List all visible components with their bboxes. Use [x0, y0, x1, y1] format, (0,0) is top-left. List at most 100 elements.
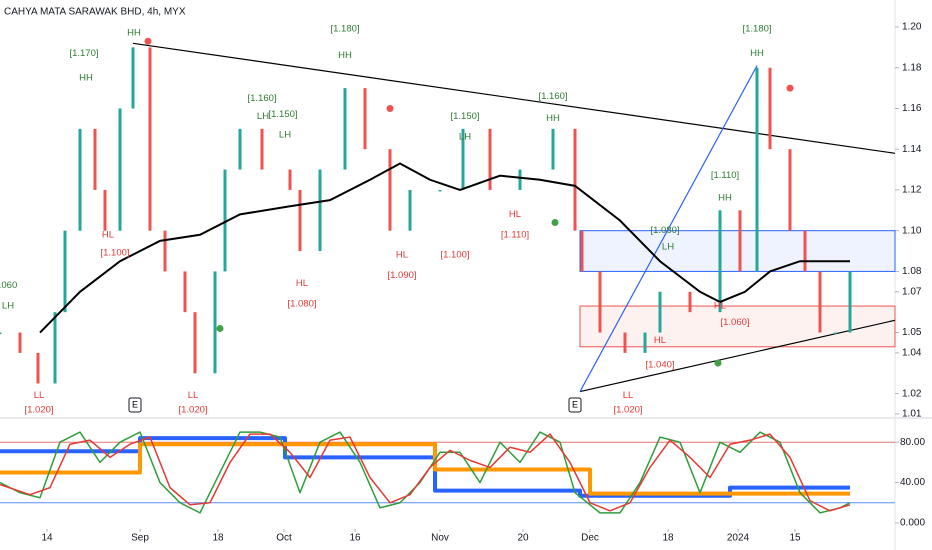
price-bar [288, 169, 292, 190]
signal-dot [786, 84, 794, 92]
price-bar [103, 189, 107, 231]
price-bar [131, 47, 135, 109]
price-bar [148, 47, 152, 231]
price-bar [738, 210, 742, 272]
annotation: HH [750, 48, 764, 59]
price-bar [183, 271, 187, 313]
price-bar [18, 332, 22, 353]
annotation: LH [279, 129, 291, 140]
annotation: HH [127, 28, 141, 39]
price-bar [163, 230, 167, 272]
x-tick-label: Oct [276, 533, 292, 544]
y-tick-label: 1.02 [902, 388, 922, 399]
price-bar [193, 312, 197, 374]
annotation: [1.020] [178, 404, 207, 415]
price-bar [718, 210, 722, 313]
zone [579, 305, 896, 348]
y-tick-label: 1.07 [902, 286, 922, 297]
price-bar [833, 332, 837, 335]
annotation: [1.090] [387, 270, 416, 281]
x-tick-label: 2024 [727, 533, 750, 544]
price-bar [78, 128, 82, 231]
annotation: LL [623, 390, 634, 401]
signal-dot [386, 104, 394, 112]
annotation: [1.170] [69, 48, 98, 59]
annotation: [1.080] [287, 299, 316, 310]
annotation: [1.160] [538, 91, 567, 102]
y-tick-label: 1.01 [902, 409, 922, 420]
oscillator-line [0, 442, 850, 496]
price-bar [755, 67, 759, 272]
price-bar [643, 332, 647, 353]
annotation: LH [2, 301, 14, 312]
price-bar [461, 128, 465, 190]
signal-dot [216, 324, 224, 332]
annotation: [1.020] [613, 404, 642, 415]
y-tick-label: 1.16 [902, 103, 922, 114]
x-tick-label: 14 [41, 533, 53, 544]
annotation: [1.180] [742, 24, 771, 35]
annotation: [1.110] [501, 229, 529, 240]
price-bar [343, 88, 347, 170]
annotation: HL [654, 335, 666, 346]
y-tick-label: 1.20 [902, 22, 922, 33]
price-bar [598, 271, 602, 333]
price-bar [488, 128, 492, 190]
annotation: HH [546, 113, 560, 124]
signal-dot [551, 219, 559, 227]
annotation: [1.110] [711, 170, 739, 181]
price-bar [318, 169, 322, 252]
event-box [568, 397, 582, 413]
price-bar [688, 291, 692, 313]
y-tick-label: 0.000 [900, 518, 925, 529]
y-tick-label: 1.08 [902, 266, 922, 277]
annotation: [1.150] [450, 111, 479, 122]
x-tick-label: 16 [349, 533, 361, 544]
trendline [132, 42, 896, 154]
y-tick-label: 80.00 [900, 437, 925, 448]
annotation: HL [714, 301, 726, 312]
price-bar [658, 291, 662, 333]
chart-title: CAHYA MATA SARAWAK BHD, 4h, MYX [4, 7, 186, 18]
y-tick-label: 1.18 [902, 62, 922, 73]
y-tick-label: 40.00 [900, 477, 925, 488]
annotation: LH [459, 132, 471, 143]
annotation: [1.100] [440, 250, 469, 261]
annotation: HH [79, 72, 93, 83]
price-bar [788, 149, 792, 231]
y-tick-label: 1.14 [902, 144, 922, 155]
price-bar [573, 128, 577, 231]
annotation: [1.100] [100, 248, 129, 259]
y-tick-label: 1.10 [902, 225, 922, 236]
y-tick-label: 1.12 [902, 185, 922, 196]
annotation: LH [662, 241, 674, 252]
annotation: LL [34, 390, 45, 401]
signal-dot [144, 37, 152, 45]
price-bar [260, 128, 264, 170]
price-bar [93, 128, 97, 190]
annotation: HH [718, 193, 732, 204]
trendline [579, 65, 758, 392]
x-tick-label: 20 [517, 533, 529, 544]
price-bar [848, 271, 852, 333]
price-bar [36, 352, 40, 384]
annotation: [1.080] [650, 225, 679, 236]
annotation: [1.040] [645, 360, 674, 371]
annotation: .060 [0, 280, 17, 291]
annotation: HL [396, 250, 408, 261]
price-bar [768, 67, 772, 150]
moving-average [39, 162, 850, 334]
price-bar [551, 128, 555, 170]
annotation: HH [338, 50, 352, 61]
price-bar [408, 189, 412, 231]
y-tick-label: 1.04 [902, 348, 922, 359]
price-bar [363, 88, 367, 150]
price-bar [298, 189, 302, 252]
x-tick-label: Sep [131, 533, 149, 544]
annotation: HL [102, 229, 114, 240]
signal-dot [714, 359, 722, 367]
price-bar [0, 332, 2, 335]
price-bar [213, 271, 217, 374]
annotation: [1.020] [24, 404, 53, 415]
